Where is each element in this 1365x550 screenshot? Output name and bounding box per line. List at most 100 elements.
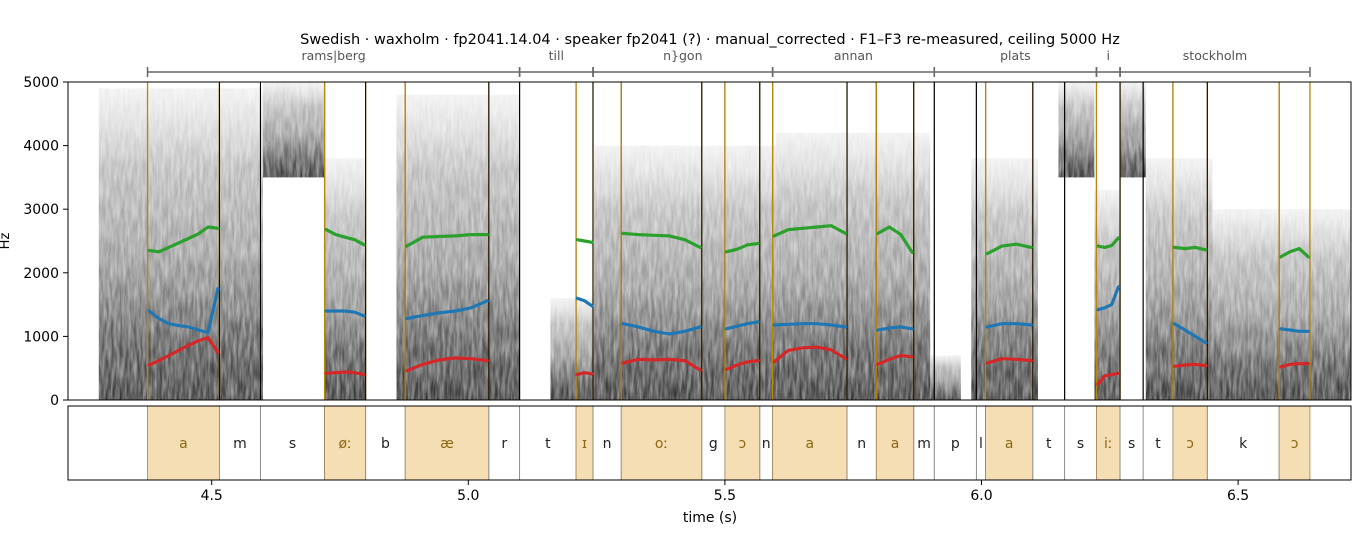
phone-label: oː bbox=[655, 436, 668, 452]
phone-label: s bbox=[1128, 436, 1135, 452]
formant-f3-track bbox=[772, 224, 848, 238]
formant-f3-track bbox=[147, 225, 220, 254]
word-label: n}gon bbox=[663, 48, 702, 63]
x-tick-label: 5.0 bbox=[457, 488, 479, 504]
y-tick-label: 2000 bbox=[23, 266, 59, 282]
formant-f2-track bbox=[1172, 322, 1208, 345]
x-tick-label: 5.5 bbox=[714, 488, 736, 504]
phone-label: s bbox=[289, 436, 296, 452]
formant-f1-track bbox=[575, 371, 594, 377]
formant-f1-track bbox=[1172, 362, 1208, 368]
formant-f3-track bbox=[1172, 245, 1208, 252]
word-label: stockholm bbox=[1183, 48, 1247, 63]
phone-label: ɔ bbox=[738, 436, 746, 452]
phone-label: øː bbox=[338, 436, 351, 452]
formant-f3-track bbox=[1096, 236, 1121, 249]
formant-f2-track bbox=[405, 299, 489, 321]
phone-label: m bbox=[917, 436, 931, 452]
spectrogram-frame bbox=[67, 81, 1352, 401]
word-label: i bbox=[1107, 48, 1110, 63]
phone-label: s bbox=[1077, 436, 1084, 452]
formant-f2-track bbox=[876, 325, 914, 332]
phone-label: iː bbox=[1104, 436, 1113, 452]
formant-f3-track bbox=[1279, 247, 1311, 259]
word-label: rams|berg bbox=[301, 48, 365, 63]
phone-label: m bbox=[233, 436, 247, 452]
phone-label: ɪ bbox=[582, 436, 587, 452]
formant-f1-track bbox=[985, 357, 1033, 365]
x-tick-label: 6.5 bbox=[1227, 488, 1249, 504]
vowel-interval bbox=[875, 405, 915, 481]
phone-label: t bbox=[1155, 436, 1161, 452]
formant-f3-track bbox=[621, 231, 702, 249]
phone-tier-frame bbox=[67, 405, 1352, 481]
formant-f3-track bbox=[324, 228, 366, 247]
formant-f2-track bbox=[724, 320, 760, 331]
word-label: plats bbox=[1000, 48, 1030, 63]
y-axis: 0 1000 2000 3000 4000 5000 bbox=[23, 75, 68, 409]
y-tick-label: 5000 bbox=[23, 75, 59, 91]
word-label: annan bbox=[834, 48, 873, 63]
formant-f2-track bbox=[621, 322, 702, 336]
formant-f1-track bbox=[772, 345, 848, 364]
formant-f1-track bbox=[405, 356, 489, 373]
phone-label: t bbox=[545, 436, 551, 452]
word-label: till bbox=[549, 48, 564, 63]
vowel-interval bbox=[1172, 405, 1208, 481]
phone-label: g bbox=[709, 436, 718, 452]
formant-f2-track bbox=[324, 309, 366, 318]
formant-f2-track bbox=[1096, 285, 1121, 312]
formant-f2-track bbox=[147, 287, 220, 335]
formant-f2-track bbox=[575, 296, 594, 308]
spectrogram-texture bbox=[68, 82, 1351, 400]
phone-label: k bbox=[1239, 436, 1248, 452]
x-tick-label: 4.5 bbox=[201, 488, 223, 504]
phone-label: t bbox=[1046, 436, 1052, 452]
y-tick-label: 3000 bbox=[23, 202, 59, 218]
y-axis-label: Hz bbox=[0, 233, 13, 250]
formant-f1-track bbox=[876, 353, 914, 366]
y-tick-label: 0 bbox=[50, 393, 59, 409]
phone-label: p bbox=[951, 436, 960, 452]
formant-f1-track bbox=[621, 357, 702, 372]
formant-f3-track bbox=[985, 242, 1033, 256]
x-axis-label: time (s) bbox=[683, 510, 737, 526]
formant-f1-track bbox=[324, 370, 366, 377]
phone-tier: a m s øː b æ r t ɪ n oː g ɔ n a n a m p l a t s iː s t ɔ k ɔ bbox=[147, 405, 1311, 481]
formant-f2-track bbox=[1279, 327, 1311, 333]
formant-f1-track bbox=[1279, 362, 1311, 369]
phone-label: b bbox=[381, 436, 390, 452]
vowel-interval bbox=[324, 405, 367, 481]
segment-boundaries bbox=[146, 82, 1311, 400]
phone-label: n bbox=[762, 436, 771, 452]
formant-tracks bbox=[147, 224, 1311, 386]
vowel-interval bbox=[772, 405, 848, 481]
formant-f2-track bbox=[985, 322, 1033, 329]
formant-f3-track bbox=[724, 241, 760, 254]
formant-f2-track bbox=[772, 322, 848, 329]
formant-f3-track bbox=[575, 238, 594, 244]
phone-label: n bbox=[857, 436, 866, 452]
x-axis: 4.5 5.0 5.5 6.0 6.5 bbox=[201, 480, 1249, 504]
phone-label: a bbox=[806, 436, 815, 452]
phone-label: æ bbox=[440, 436, 454, 452]
word-tier: rams|berg till n}gon annan plats i stockholm bbox=[146, 48, 1311, 77]
chart-title: Swedish · waxholm · fp2041.14.04 · speak… bbox=[300, 32, 1120, 48]
phone-label: r bbox=[501, 436, 507, 452]
phone-label: ɔ bbox=[1291, 436, 1299, 452]
formant-f3-track bbox=[876, 225, 914, 254]
x-tick-label: 6.0 bbox=[970, 488, 992, 504]
formant-f3-track bbox=[405, 233, 489, 248]
phone-label: l bbox=[979, 436, 983, 452]
formant-f1-track bbox=[147, 336, 220, 367]
phone-label: a bbox=[179, 436, 188, 452]
formant-f1-track bbox=[724, 359, 760, 372]
phone-label: ɔ bbox=[1186, 436, 1194, 452]
phone-label: a bbox=[1005, 436, 1014, 452]
y-tick-label: 1000 bbox=[23, 329, 59, 345]
formant-f1-track bbox=[1096, 371, 1121, 386]
phone-label: n bbox=[603, 436, 612, 452]
vowel-interval bbox=[1278, 405, 1311, 481]
y-tick-label: 4000 bbox=[23, 139, 59, 155]
